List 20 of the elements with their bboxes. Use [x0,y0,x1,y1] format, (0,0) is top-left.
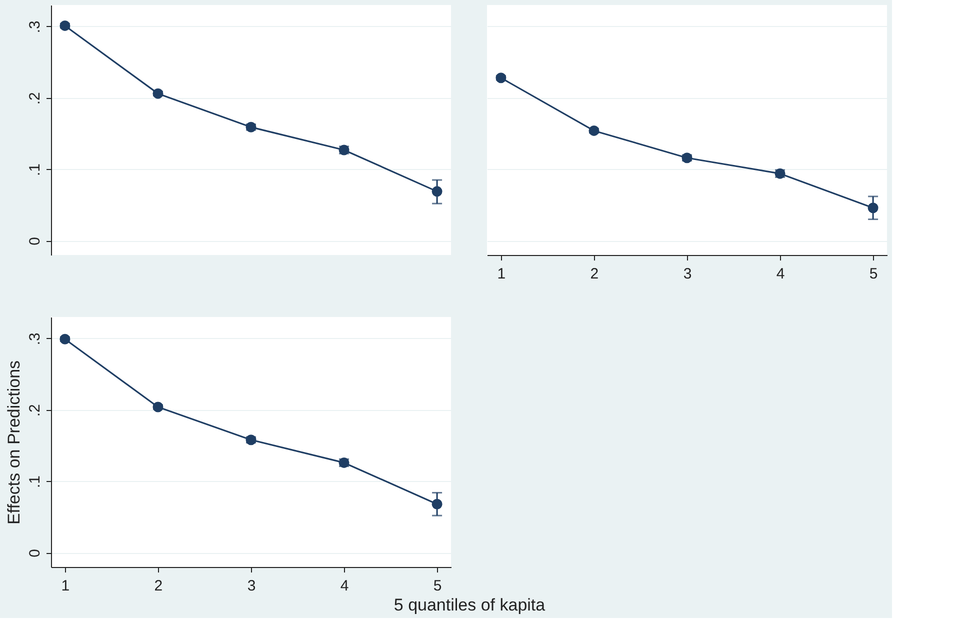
y-tick-label: .3 [26,332,44,346]
y-tick-label: .1 [26,476,44,488]
y-tick-label: 0 [26,549,44,558]
x-tick-label: 1 [61,578,70,594]
x-axis-title: 5 quantiles of kapita [394,596,546,614]
y-tick-label: .2 [26,92,44,105]
y-tick-label: .1 [26,164,44,176]
x-tick-label: 2 [590,266,599,282]
x-tick-label: 3 [247,578,256,594]
x-tick-label: 1 [497,266,506,282]
y-tick-label: .3 [26,20,44,34]
y-tick-label: .2 [26,404,44,417]
x-tick-label: 3 [683,266,692,282]
y-axis-title: Effects on Predictions [4,360,24,525]
x-tick-label: 2 [154,578,163,594]
x-tick-label: 5 [433,578,442,594]
x-tick-label: 5 [869,266,878,282]
x-tick-label: 4 [340,578,349,594]
y-tick-label: 0 [26,237,44,246]
x-tick-label: 4 [776,266,785,282]
